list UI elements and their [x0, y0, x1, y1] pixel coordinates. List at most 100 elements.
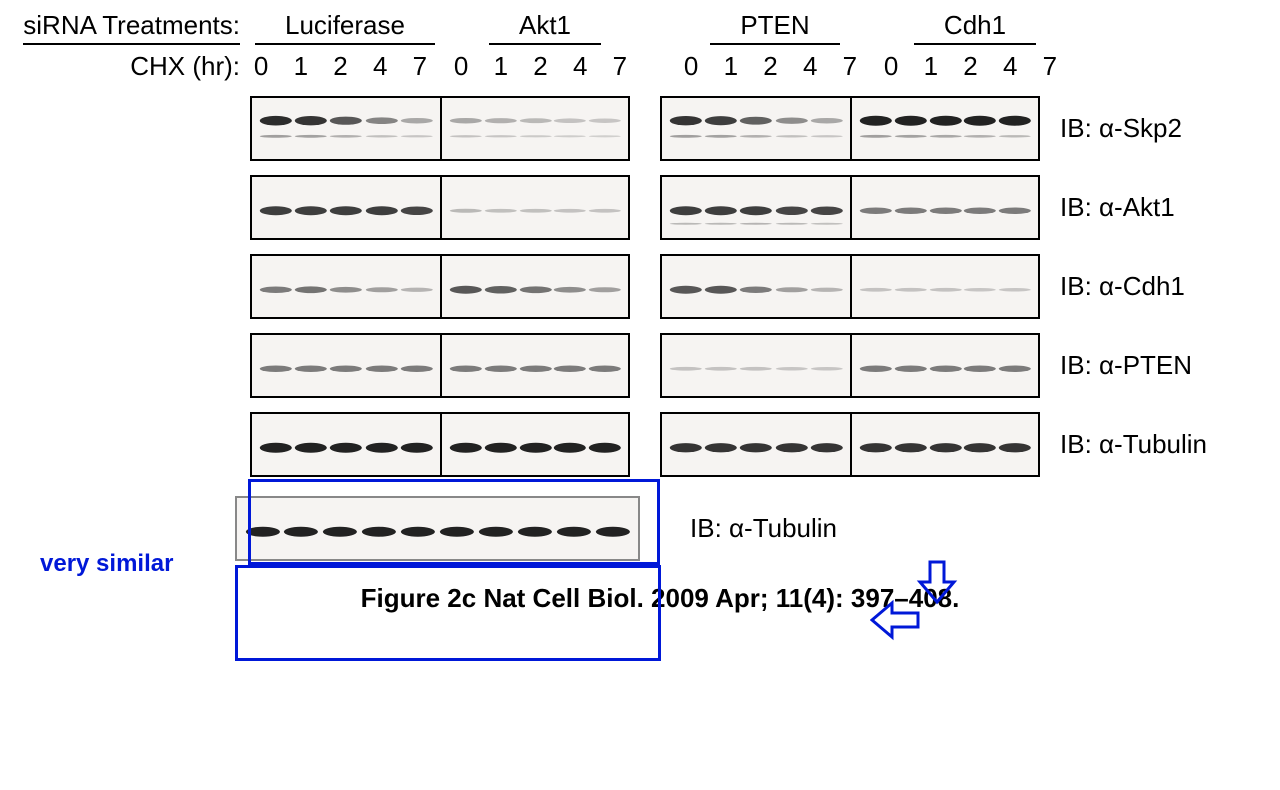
- treatment-group-name: Cdh1: [914, 10, 1036, 45]
- blot-lane: [258, 412, 293, 477]
- blot-lane: [928, 412, 963, 477]
- blot-lane: [438, 496, 476, 561]
- blot-lane: [518, 412, 553, 477]
- blot-lane: [483, 333, 518, 398]
- blot-lane: [552, 96, 587, 161]
- blot-lane: [893, 333, 928, 398]
- blot-lane: [293, 96, 328, 161]
- timepoints-label: 0 1 2 4 7: [450, 51, 640, 82]
- blot-lane: [928, 333, 963, 398]
- timepoints-label: 0 1 2 4 7: [250, 51, 440, 82]
- blot-panel: [660, 96, 850, 161]
- blot-panel: [660, 412, 850, 477]
- blot-lane: [809, 254, 844, 319]
- blot-lane: [738, 333, 773, 398]
- sirna-treatments-label: siRNA Treatments:: [23, 10, 240, 45]
- blot-lane: [587, 412, 622, 477]
- blot-lane: [703, 96, 738, 161]
- blot-lane: [668, 333, 703, 398]
- blot-lane: [738, 175, 773, 240]
- blot-lane: [962, 333, 997, 398]
- blot-panel: [440, 333, 630, 398]
- treatment-group-name: Luciferase: [255, 10, 435, 45]
- blot-lane: [703, 412, 738, 477]
- blot-lane: [399, 333, 434, 398]
- blot-lane: [518, 254, 553, 319]
- blot-panel: [660, 254, 850, 319]
- blot-lane: [552, 254, 587, 319]
- duplicate-tubulin-row: IB: α-Tubulin: [10, 494, 1210, 563]
- blot-lane: [858, 333, 893, 398]
- blot-lane: [448, 175, 483, 240]
- blot-lane: [893, 254, 928, 319]
- blot-lane: [518, 96, 553, 161]
- blot-panel: [250, 254, 440, 319]
- blot-lane: [668, 96, 703, 161]
- blot-panel: [440, 254, 630, 319]
- blot-lane: [809, 96, 844, 161]
- blot-lane: [399, 496, 437, 561]
- blot-lane: [364, 96, 399, 161]
- treatment-groups: Luciferase 0 1 2 4 7 Akt1 0 1 2 4 7 PTEN0 1 …: [250, 10, 1080, 82]
- blot-lane: [893, 175, 928, 240]
- blot-lane: [997, 333, 1032, 398]
- blot-lane: [997, 96, 1032, 161]
- blot-lane: [738, 254, 773, 319]
- treatment-group: PTEN0 1 2 4 7: [680, 10, 870, 82]
- annotation-very-similar: very similar: [40, 550, 173, 578]
- blot-lane: [328, 96, 363, 161]
- blot-lane: [328, 254, 363, 319]
- left-header-labels: siRNA Treatments: CHX (hr):: [10, 10, 250, 82]
- blot-panel: [440, 412, 630, 477]
- blot-lane: [293, 175, 328, 240]
- blot-lane: [738, 412, 773, 477]
- blot-row: IB: α-PTEN: [10, 331, 1210, 400]
- blot-lane: [962, 175, 997, 240]
- blot-rows: IB: α-Skp2 IB: α-Akt1 IB: α-Cdh1 IB: α-PTEN…: [10, 94, 1210, 479]
- blot-lane: [552, 333, 587, 398]
- blot-panel: [440, 96, 630, 161]
- blot-panel: [660, 175, 850, 240]
- treatment-group-name: PTEN: [710, 10, 839, 45]
- blot-lane: [997, 175, 1032, 240]
- blot-lane: [258, 175, 293, 240]
- blot-lane: [293, 333, 328, 398]
- blot-lane: [483, 254, 518, 319]
- blot-lane: [668, 175, 703, 240]
- blot-lane: [668, 254, 703, 319]
- blot-lane: [364, 333, 399, 398]
- blot-lane: [282, 496, 320, 561]
- blot-panel: [850, 175, 1040, 240]
- blot-lane: [552, 175, 587, 240]
- immunoblot-label: IB: α-Akt1: [1060, 173, 1175, 242]
- blot-lane: [516, 496, 554, 561]
- blot-lane: [518, 175, 553, 240]
- treatment-group: Cdh10 1 2 4 7: [880, 10, 1070, 82]
- blot-panel: [850, 333, 1040, 398]
- immunoblot-label: IB: α-Cdh1: [1060, 252, 1185, 321]
- blot-row: IB: α-Akt1: [10, 173, 1210, 242]
- blot-lane: [997, 412, 1032, 477]
- blot-lane: [738, 96, 773, 161]
- blot-lane: [293, 412, 328, 477]
- blot-lane: [858, 175, 893, 240]
- blot-lane: [774, 412, 809, 477]
- blot-lane: [448, 412, 483, 477]
- blot-lane: [364, 175, 399, 240]
- blot-lane: [587, 175, 622, 240]
- blot-panel: [440, 175, 630, 240]
- blot-lane: [997, 254, 1032, 319]
- blot-lane: [258, 96, 293, 161]
- blot-lane: [587, 96, 622, 161]
- blot-panel: [850, 96, 1040, 161]
- blot-lane: [668, 412, 703, 477]
- treatment-group-name: Akt1: [489, 10, 601, 45]
- blot-lane: [360, 496, 398, 561]
- immunoblot-label: IB: α-Skp2: [1060, 94, 1182, 163]
- blot-lane: [483, 96, 518, 161]
- immunoblot-label: IB: α-Tubulin: [1060, 410, 1207, 479]
- blot-lane: [774, 254, 809, 319]
- arrow-left-icon: [870, 595, 920, 645]
- blot-row: IB: α-Tubulin: [10, 410, 1210, 479]
- blot-lane: [858, 96, 893, 161]
